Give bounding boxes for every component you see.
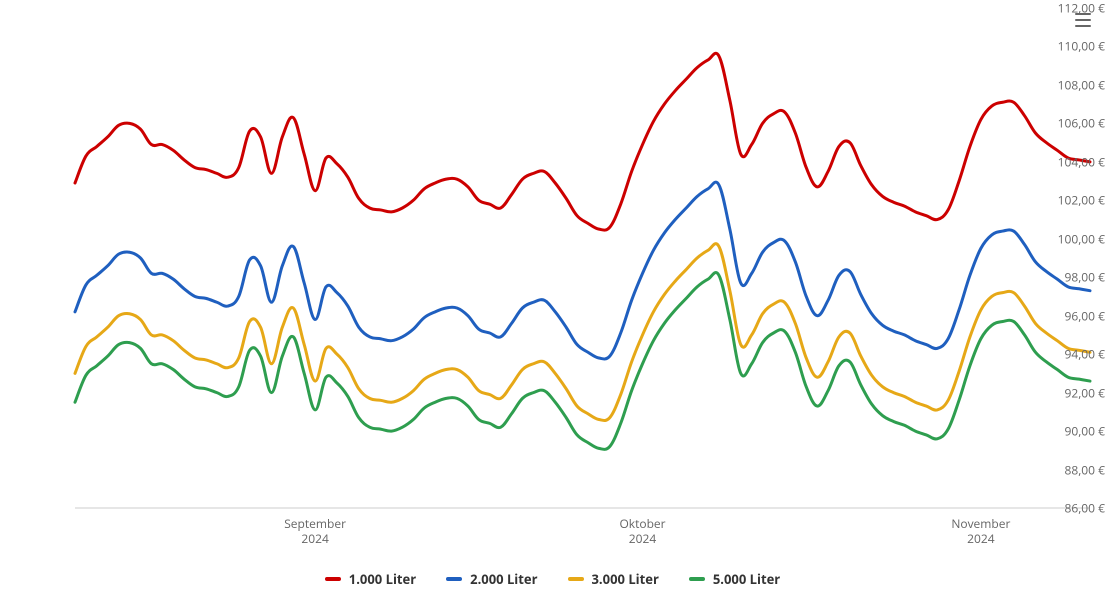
y-axis-tick-label: 112,00 € [1040, 0, 1105, 17]
x-axis-tick-label: September2024 [284, 516, 346, 546]
y-axis-tick-label: 86,00 € [1040, 500, 1105, 517]
y-axis-tick-label: 100,00 € [1040, 230, 1105, 247]
legend-item[interactable]: 3.000 Liter [568, 570, 659, 588]
plot-area [0, 0, 1105, 602]
legend-swatch [689, 577, 705, 581]
y-axis-tick-label: 102,00 € [1040, 192, 1105, 209]
y-axis-tick-label: 98,00 € [1040, 269, 1105, 286]
legend-swatch [325, 577, 341, 581]
legend-label: 1.000 Liter [349, 570, 416, 588]
legend-swatch [446, 577, 462, 581]
legend-label: 2.000 Liter [470, 570, 537, 588]
chart-legend: 1.000 Liter 2.000 Liter 3.000 Liter 5.000 L… [0, 570, 1105, 588]
series-line [75, 182, 1090, 359]
y-axis-tick-label: 94,00 € [1040, 346, 1105, 363]
y-axis-tick-label: 110,00 € [1040, 38, 1105, 55]
y-axis-tick-label: 90,00 € [1040, 423, 1105, 440]
y-axis-tick-label: 106,00 € [1040, 115, 1105, 132]
x-axis-tick-label: Oktober2024 [619, 516, 665, 546]
series-line [75, 53, 1090, 230]
legend-label: 5.000 Liter [713, 570, 780, 588]
x-axis-tick-label: November2024 [951, 516, 1010, 546]
price-line-chart: 1.000 Liter 2.000 Liter 3.000 Liter 5.000 L… [0, 0, 1105, 602]
legend-item[interactable]: 5.000 Liter [689, 570, 780, 588]
legend-swatch [568, 577, 584, 581]
y-axis-tick-label: 88,00 € [1040, 461, 1105, 478]
series-line [75, 273, 1090, 450]
legend-item[interactable]: 1.000 Liter [325, 570, 416, 588]
series-line [75, 244, 1090, 421]
y-axis-tick-label: 104,00 € [1040, 153, 1105, 170]
y-axis-tick-label: 92,00 € [1040, 384, 1105, 401]
y-axis-tick-label: 108,00 € [1040, 76, 1105, 93]
legend-item[interactable]: 2.000 Liter [446, 570, 537, 588]
y-axis-tick-label: 96,00 € [1040, 307, 1105, 324]
legend-label: 3.000 Liter [592, 570, 659, 588]
